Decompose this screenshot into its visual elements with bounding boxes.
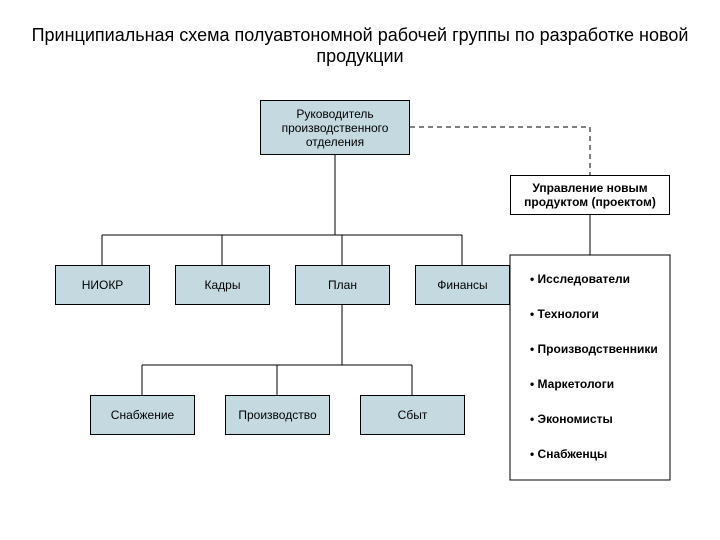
bullet-1: • Технологи (530, 307, 599, 321)
node-mgmt: Управление новым продуктом (проектом) (510, 175, 670, 215)
bullet-5: • Снабженцы (530, 447, 607, 461)
bullet-3: • Маркетологи (530, 377, 614, 391)
bullet-2: • Производственники (530, 342, 658, 356)
bullet-0: • Исследователи (530, 272, 630, 286)
node-sbyt: Сбыт (360, 395, 465, 435)
node-finansy: Финансы (415, 265, 510, 305)
node-snab: Снабжение (90, 395, 195, 435)
bullet-4: • Экономисты (530, 412, 613, 426)
diagram-title: Принципиальная схема полуавтономной рабо… (0, 25, 720, 67)
node-root: Руководитель производственного отделения (260, 100, 410, 155)
node-niokr: НИОКР (55, 265, 150, 305)
node-proizv: Производство (225, 395, 330, 435)
node-kadry: Кадры (175, 265, 270, 305)
node-plan: План (295, 265, 390, 305)
